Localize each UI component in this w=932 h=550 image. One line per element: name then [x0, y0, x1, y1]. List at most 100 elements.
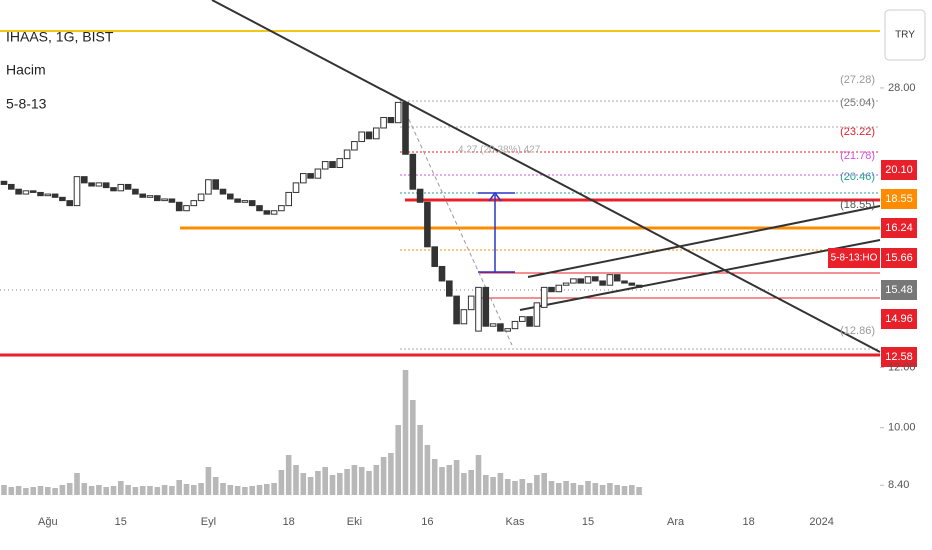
candle: [22, 190, 30, 195]
candle: [577, 278, 585, 284]
volume-bar: [577, 485, 584, 495]
volume-bar: [322, 467, 328, 495]
price-tag: [881, 248, 917, 268]
candle: [73, 176, 81, 207]
volume-bar: [388, 453, 394, 495]
y-tick-label: 8.40: [888, 479, 909, 491]
candle: [467, 295, 475, 311]
indicator-label: 5-8-13: [6, 96, 47, 112]
candle: [190, 200, 198, 207]
candle: [88, 182, 95, 187]
volume-bar: [161, 485, 168, 495]
candle: [102, 182, 110, 189]
currency-button-label[interactable]: TRY: [895, 30, 915, 41]
volume-bar: [337, 473, 343, 495]
price-tag-label: 16.24: [885, 222, 913, 234]
candle: [205, 179, 212, 195]
y-tick-label: 10.00: [888, 422, 916, 434]
candle: [402, 101, 409, 155]
candle: [438, 265, 446, 282]
volume-bar: [37, 486, 44, 495]
candle: [540, 286, 548, 308]
candle: [343, 149, 351, 160]
candle: [526, 316, 533, 327]
marks: [0, 101, 643, 495]
volume-bar: [220, 483, 226, 495]
symbol: IHAAS, 1G, BIST: [6, 29, 114, 45]
x-tick-label: Ara: [667, 516, 685, 528]
volume-bar: [88, 486, 95, 495]
volume-bar: [461, 473, 467, 495]
volume-bar: [176, 480, 182, 495]
candle: [562, 282, 570, 286]
candle: [570, 278, 577, 284]
volume-bar: [629, 485, 635, 495]
annotation: (18.55): [840, 199, 875, 211]
candle: [599, 280, 606, 286]
candle: [460, 309, 468, 325]
candle: [351, 141, 358, 151]
volume-bar: [395, 425, 401, 495]
volume-bar: [81, 483, 88, 495]
price-tag: [881, 309, 917, 329]
candle: [95, 182, 103, 187]
price-tag-label: 20.10: [885, 164, 913, 176]
volume-bar: [410, 400, 416, 495]
volume-bar: [23, 488, 29, 495]
candle: [613, 274, 621, 282]
candle: [15, 188, 22, 195]
volume-bar: [147, 486, 153, 495]
annotation: (20.46): [840, 171, 875, 183]
candle: [241, 200, 249, 203]
volume-bar: [96, 485, 102, 495]
candle: [373, 127, 380, 140]
price-tag-label: 12.58: [885, 351, 913, 363]
annotation: (21.78): [840, 150, 875, 162]
candle: [300, 173, 307, 184]
candle: [66, 200, 74, 207]
annotation: (25.04): [840, 97, 875, 109]
volume-bar: [329, 475, 336, 495]
price-tag: [881, 280, 917, 300]
volume-bar: [366, 471, 372, 495]
volume-bar: [198, 483, 204, 495]
currency-button[interactable]: [884, 9, 926, 61]
volume-bar: [621, 486, 628, 495]
volume-bar: [526, 483, 533, 495]
candle: [584, 276, 592, 284]
candle: [263, 210, 271, 215]
candle: [29, 190, 37, 193]
candle: [292, 182, 300, 193]
volume-bar: [307, 477, 314, 495]
volume-bar: [8, 487, 15, 495]
volume-bar: [483, 475, 489, 495]
candle: [424, 201, 431, 248]
measure-arrow: [488, 191, 502, 202]
volume-bar: [417, 425, 423, 495]
candle: [197, 193, 205, 202]
candle: [511, 320, 519, 330]
volume-bar: [424, 445, 431, 495]
candle: [504, 328, 511, 332]
volume-bar: [315, 471, 321, 495]
candle: [497, 323, 504, 332]
candle: [628, 282, 636, 286]
volume-bar: [497, 473, 504, 495]
candle: [37, 191, 44, 197]
indicator-tag: [828, 248, 880, 268]
trend-line: [211, 0, 881, 353]
annotation: (27.28): [840, 74, 875, 86]
volume-bar: [468, 470, 474, 495]
candle: [336, 158, 344, 169]
candle: [555, 284, 563, 293]
x-tick-label: 15: [115, 516, 127, 528]
price-tag: [881, 347, 917, 367]
volume-bar: [548, 481, 555, 495]
candle: [8, 183, 15, 190]
volume-bar: [234, 486, 241, 495]
volume-bar: [205, 467, 212, 495]
candle: [285, 191, 292, 207]
volume-bar: [563, 481, 569, 495]
price-tag-label: 18.55: [885, 193, 913, 205]
volume-bar: [118, 481, 124, 495]
